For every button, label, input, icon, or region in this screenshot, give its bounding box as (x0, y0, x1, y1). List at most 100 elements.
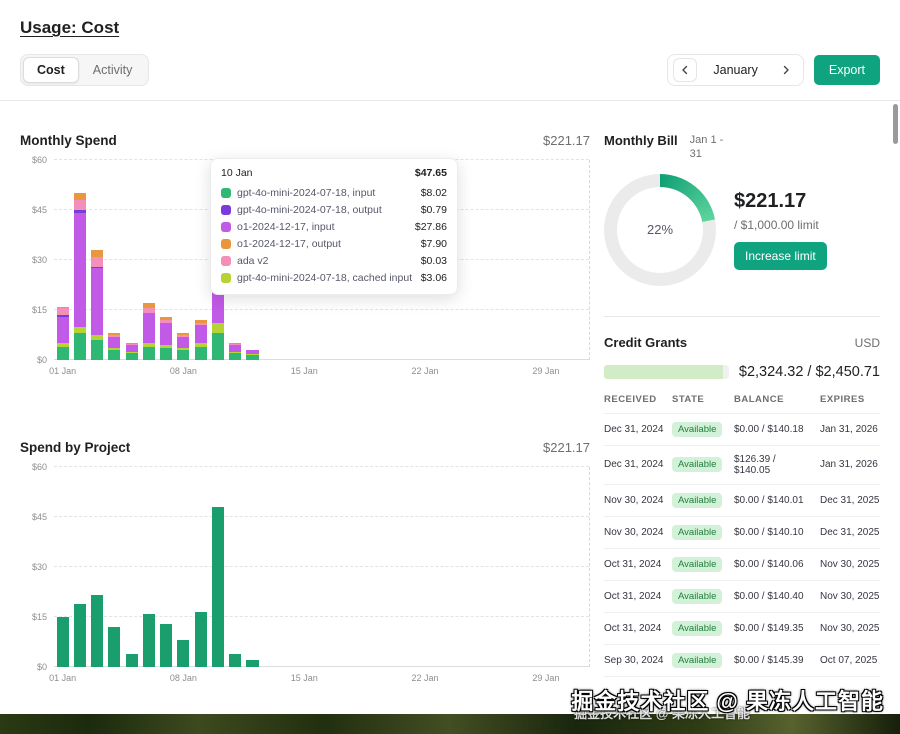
bar-segment[interactable] (108, 348, 121, 350)
grant-row: Sep 30, 2024 Available $0.00 / $145.39 Oct … (604, 645, 880, 677)
bar-segment[interactable] (125, 344, 138, 345)
col-balance: BALANCE (734, 393, 784, 405)
grant-balance: $0.00 / $145.39 (734, 654, 804, 666)
bar-segment[interactable] (211, 323, 224, 334)
bar-segment[interactable] (229, 653, 242, 667)
bar-segment[interactable] (56, 617, 69, 667)
bar-segment[interactable] (246, 660, 259, 667)
bar-segment[interactable] (160, 345, 173, 349)
bar-segment[interactable] (125, 343, 138, 345)
bar-segment[interactable] (91, 250, 104, 257)
bar-segment[interactable] (73, 213, 86, 327)
bar-segment[interactable] (177, 333, 190, 335)
bar-segment[interactable] (56, 308, 69, 315)
bar-segment[interactable] (177, 335, 190, 337)
bar-segment[interactable] (211, 333, 224, 360)
bar-segment[interactable] (142, 613, 155, 667)
bar-segment[interactable] (125, 353, 138, 360)
state-badge: Available (672, 492, 723, 508)
x-axis-tick-label: 22 Jan (411, 366, 439, 376)
bar-segment[interactable] (142, 303, 155, 309)
bar-segment[interactable] (125, 351, 138, 354)
bar-segment[interactable] (246, 354, 259, 355)
bar-segment[interactable] (73, 193, 86, 200)
month-navigator: January (667, 54, 804, 86)
bar-segment[interactable] (194, 323, 207, 325)
tooltip-series-label: ada v2 (237, 254, 269, 267)
bar-segment[interactable] (177, 350, 190, 360)
bar-segment[interactable] (91, 595, 104, 667)
bar-segment[interactable] (229, 351, 242, 354)
tab-activity[interactable]: Activity (79, 57, 147, 83)
bar-segment[interactable] (194, 325, 207, 344)
bar-segment[interactable] (194, 346, 207, 360)
bar-segment[interactable] (142, 346, 155, 360)
bar-segment[interactable] (229, 345, 242, 352)
grant-balance: $0.00 / $140.01 (734, 494, 804, 506)
bar-segment[interactable] (211, 507, 224, 667)
spend-by-project-chart[interactable]: $0 $15 $30 $45 $60 01 Jan 08 Jan 15 Jan 22 Jan 29… (20, 462, 590, 689)
bar-segment[interactable] (125, 653, 138, 667)
bar-segment[interactable] (73, 210, 86, 214)
bar-segment[interactable] (108, 350, 121, 360)
tab-cost[interactable]: Cost (23, 57, 79, 83)
bar-segment[interactable] (160, 323, 173, 345)
bar-segment[interactable] (91, 340, 104, 360)
tooltip-series-label: o1-2024-12-17, input (237, 220, 335, 233)
bar-segment[interactable] (142, 308, 155, 314)
bar-segment[interactable] (194, 320, 207, 324)
bar-segment[interactable] (246, 350, 259, 354)
bar-segment[interactable] (142, 343, 155, 347)
tooltip-series-value: $0.03 (420, 254, 447, 267)
spend-by-project-plot: $0 $15 $30 $45 $60 01 Jan 08 Jan 15 Jan 22 Jan 29… (32, 462, 590, 683)
bar-segment[interactable] (229, 353, 242, 360)
legend-swatch-icon (221, 238, 231, 249)
bar-segment[interactable] (160, 623, 173, 667)
watermark: 掘金技术社区 @ 果冻人工智能 (571, 689, 884, 714)
bar-segment[interactable] (160, 316, 173, 320)
bar-segment[interactable] (108, 627, 121, 667)
bar-segment[interactable] (194, 343, 207, 347)
bar-segment[interactable] (91, 266, 104, 269)
bar-segment[interactable] (125, 345, 138, 352)
next-month-button[interactable] (773, 58, 798, 82)
bar-segment[interactable] (160, 348, 173, 360)
grant-expires: Dec 31, 2025 (820, 494, 880, 506)
bar-segment[interactable] (73, 326, 86, 334)
bar-segment[interactable] (160, 320, 173, 324)
x-axis-tick-label: 15 Jan (290, 673, 318, 683)
bar-segment[interactable] (108, 336, 121, 349)
bar-segment[interactable] (73, 200, 86, 210)
bar-segment[interactable] (91, 268, 104, 335)
bar-segment[interactable] (229, 343, 242, 345)
bill-percent: 22% (646, 222, 674, 238)
monthly-spend-chart[interactable]: $0 $15 $30 $45 $60 01 Jan 08 Jan 15 Jan 22 Jan 29… (20, 155, 590, 382)
bar-segment[interactable] (91, 335, 104, 340)
bar-segment[interactable] (177, 640, 190, 667)
export-button[interactable]: Export (813, 55, 880, 85)
bar-segment[interactable] (229, 344, 242, 345)
bar-segment[interactable] (73, 603, 86, 667)
bar-segment[interactable] (56, 343, 69, 347)
tooltip-series-label: gpt-4o-mini-2024-07-18, output (237, 203, 382, 216)
bar-segment[interactable] (142, 313, 155, 344)
bar-segment[interactable] (108, 333, 121, 335)
prev-month-button[interactable] (673, 58, 698, 82)
bar-segment[interactable] (177, 336, 190, 349)
bar-segment[interactable] (177, 348, 190, 350)
bar-segment[interactable] (56, 316, 69, 344)
bar-segment[interactable] (108, 335, 121, 337)
increase-limit-button[interactable]: Increase limit (734, 241, 827, 270)
bar-segment[interactable] (194, 612, 207, 667)
grant-expires: Dec 31, 2025 (820, 526, 880, 538)
scrollbar-thumb[interactable] (893, 104, 898, 144)
bar-segment[interactable] (56, 346, 69, 360)
tooltip-row: o1-2024-12-17, input $27.86 (221, 218, 447, 235)
spend-by-project-total: $221.17 (543, 440, 590, 455)
gridline (54, 309, 589, 310)
bar-segment[interactable] (246, 355, 259, 360)
bar-segment[interactable] (91, 256, 104, 267)
bar-segment[interactable] (56, 306, 69, 309)
bar-segment[interactable] (73, 333, 86, 360)
bar-segment[interactable] (56, 315, 69, 317)
